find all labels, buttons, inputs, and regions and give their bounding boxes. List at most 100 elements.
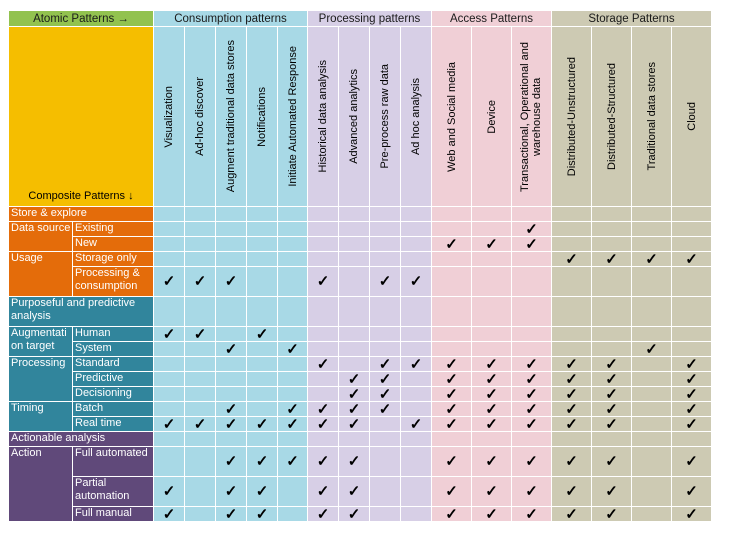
matrix-cell [277,386,308,402]
check-mark-icon: ✓ [431,416,472,432]
column-header: Augment traditional data stores [215,26,247,207]
check-mark-icon: ✓ [400,416,432,432]
matrix-cell [551,431,592,447]
row-label: Existing [72,221,154,237]
row-label: Human [72,326,154,342]
matrix-cell [471,431,512,447]
check-mark-icon: ✓ [307,401,339,417]
check-mark-icon: ✓ [551,416,592,432]
check-mark-icon: ✓ [591,371,632,387]
check-mark-icon: ✓ [246,446,278,477]
check-mark-icon: ✓ [215,401,247,417]
check-mark-icon: ✓ [369,356,401,372]
check-mark-icon: ✓ [671,386,712,402]
check-mark-icon: ✓ [369,386,401,402]
matrix-cell [400,401,432,417]
check-mark-icon: ✓ [338,416,370,432]
matrix-cell [369,326,401,342]
row-group-label: Action [8,446,73,522]
matrix-row: Timing Batch ✓ ✓ ✓ ✓ ✓ ✓ ✓ ✓ ✓ ✓ ✓ [8,401,712,432]
matrix-cell [153,386,185,402]
matrix-cell [184,431,216,447]
column-header: Visualization [153,26,185,207]
check-mark-icon: ✓ [431,401,472,417]
matrix-cell [246,296,278,327]
matrix-row: Store & explore [8,206,712,222]
check-mark-icon: ✓ [307,266,339,297]
row-label: Predictive [72,371,154,387]
matrix-cell [431,431,472,447]
matrix-row: Partial automation ✓ ✓ ✓ ✓ ✓ ✓ ✓ ✓ ✓ ✓ ✓ [9,476,712,507]
matrix-cell [431,251,472,267]
matrix-cell [511,326,552,342]
column-header: Device [471,26,512,207]
matrix-row: Actionable analysis [8,431,712,447]
processing-patterns-header: Processing patterns [307,10,432,27]
matrix-cell [307,206,339,222]
check-mark-icon: ✓ [591,506,632,522]
row-label: Full automated [72,446,154,477]
matrix-cell [511,341,552,357]
column-header-label: Cloud [685,102,698,131]
matrix-row: Decisioning ✓ ✓ ✓ ✓ ✓ ✓ ✓ ✓ [9,386,712,402]
matrix-cell [471,341,512,357]
check-mark-icon: ✓ [511,371,552,387]
matrix-cell [369,296,401,327]
check-mark-icon: ✓ [307,506,339,522]
matrix-cell [431,341,472,357]
check-mark-icon: ✓ [591,386,632,402]
access-patterns-header: Access Patterns [431,10,552,27]
matrix-cell [246,386,278,402]
matrix-cell [400,341,432,357]
matrix-cell [153,341,185,357]
matrix-cell [400,251,432,267]
row-label: New [72,236,154,252]
matrix-cell [471,326,512,342]
check-mark-icon: ✓ [307,416,339,432]
check-mark-icon: ✓ [369,266,401,297]
matrix-cell [307,296,339,327]
matrix-cell [631,326,672,342]
check-mark-icon: ✓ [511,386,552,402]
matrix-cell [631,266,672,297]
check-mark-icon: ✓ [631,341,672,357]
check-mark-icon: ✓ [153,506,185,522]
check-mark-icon: ✓ [184,266,216,297]
column-header-label: Advanced analytics [348,69,360,164]
matrix-cell [307,386,339,402]
matrix-cell [307,341,339,357]
matrix-cell [338,221,370,237]
matrix-cell [153,236,185,252]
column-header: Ad hoc analysis [400,26,432,207]
column-header-label: Device [485,99,498,134]
matrix-cell [400,236,432,252]
check-mark-icon: ✓ [277,446,308,477]
matrix-cell [511,206,552,222]
row-group-label: Timing [8,401,73,432]
matrix-cell [369,251,401,267]
matrix-cell [631,236,672,252]
matrix-cell [184,371,216,387]
check-mark-icon: ✓ [215,266,247,297]
check-mark-icon: ✓ [551,401,592,417]
check-mark-icon: ✓ [671,416,712,432]
check-mark-icon: ✓ [511,221,552,237]
matrix-cell [184,221,216,237]
matrix-row: System ✓ ✓ ✓ [9,341,712,357]
matrix-cell [369,206,401,222]
matrix-cell [338,341,370,357]
column-header-label: Distributed-Structured [605,63,618,170]
matrix-cell [431,206,472,222]
matrix-row: New ✓ ✓ ✓ [9,236,712,252]
check-mark-icon: ✓ [591,356,632,372]
column-header: Ad-hoc discover [184,26,216,207]
matrix-cell [551,326,592,342]
matrix-cell [307,236,339,252]
matrix-cell [215,206,247,222]
matrix-row: Real time ✓ ✓ ✓ ✓ ✓ ✓ ✓ ✓ ✓ ✓ ✓ ✓ ✓ ✓ [9,416,712,432]
matrix-cell [671,296,712,327]
matrix-cell [431,326,472,342]
matrix-cell [369,476,401,507]
column-header: Notifications [246,26,278,207]
matrix-cell [184,356,216,372]
